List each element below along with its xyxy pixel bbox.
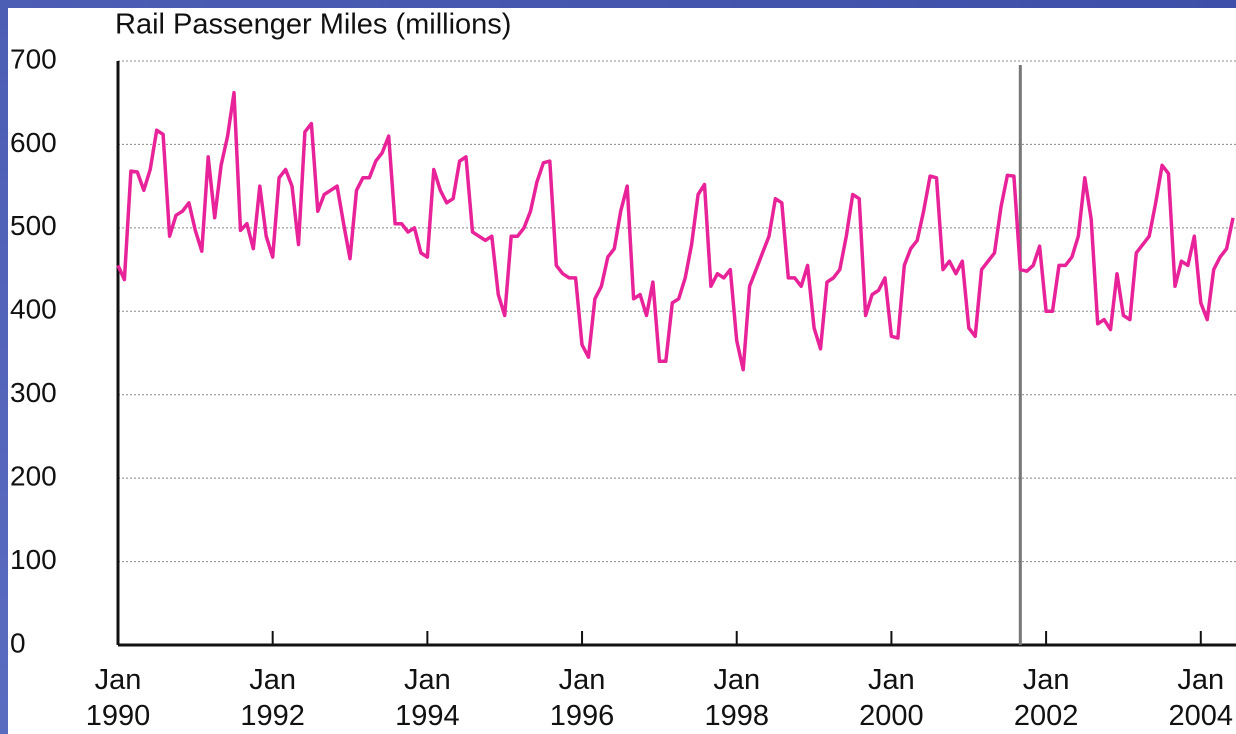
x-tick-label: Jan 1998 — [704, 664, 769, 732]
x-tick-label: Jan 1990 — [85, 664, 151, 732]
data-line — [116, 90, 1235, 372]
y-tick-label: 600 — [10, 127, 57, 158]
y-tick-label: 500 — [10, 210, 57, 241]
y-tick-label: 700 — [10, 43, 57, 74]
frame-left — [0, 0, 8, 734]
frame-top — [0, 0, 1236, 8]
y-tick-label: 300 — [10, 377, 57, 408]
x-tick-label: Jan 2000 — [859, 664, 924, 732]
y-tick-label: 400 — [10, 294, 57, 325]
x-tick-label: Jan 1994 — [395, 664, 460, 732]
y-tick-label: 0 — [10, 627, 26, 658]
y-tick-label: 100 — [10, 544, 57, 575]
chart-title: Rail Passenger Miles (millions) — [115, 9, 511, 41]
x-tick-label: Jan 1992 — [240, 664, 305, 732]
x-tick-label: Jan 2004 — [1168, 664, 1234, 732]
y-tick-label: 200 — [10, 461, 57, 492]
x-tick-label: Jan 2002 — [1013, 664, 1079, 732]
x-tick-label: Jan 1996 — [549, 664, 615, 732]
